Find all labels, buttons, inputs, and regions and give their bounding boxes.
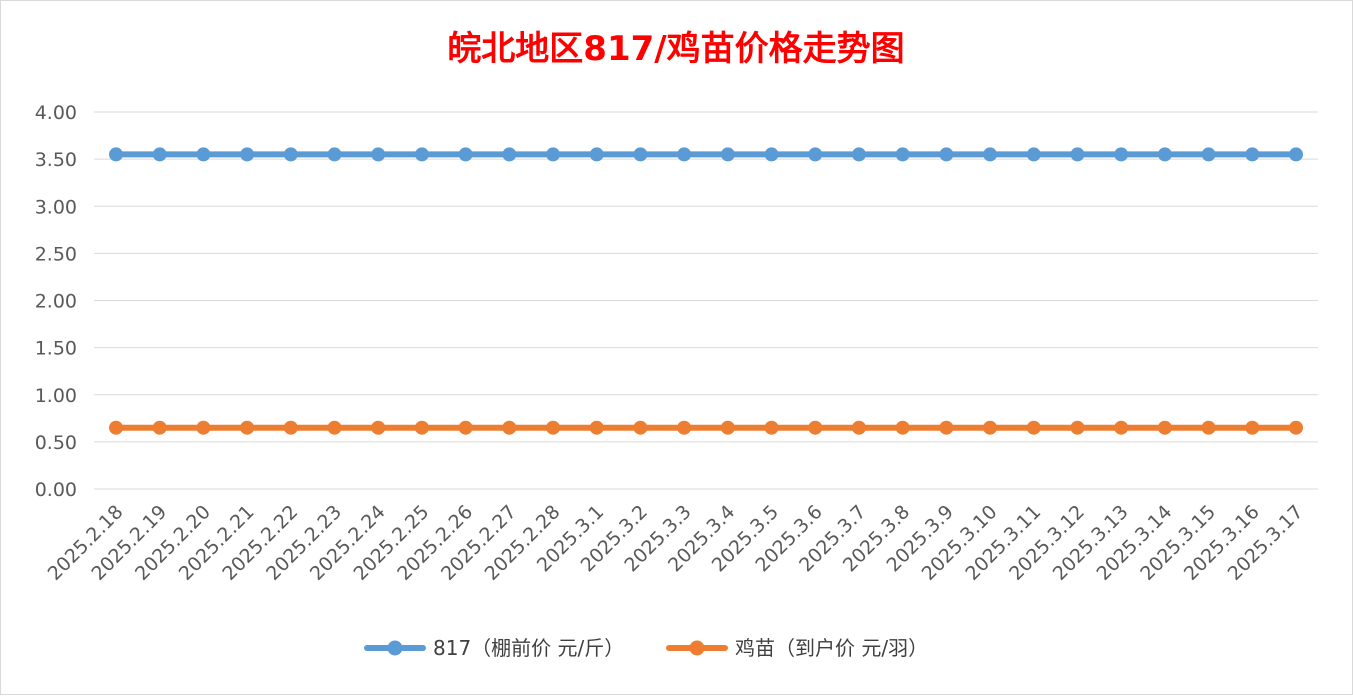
series-2: [109, 420, 1303, 435]
data-point: [546, 147, 561, 162]
data-point: [109, 420, 123, 435]
y-tick-label: 0.50: [35, 432, 77, 454]
legend-swatch-marker: [387, 640, 403, 656]
data-point: [371, 420, 386, 435]
data-point: [1201, 147, 1216, 162]
data-point: [502, 147, 517, 162]
data-point: [283, 147, 298, 162]
data-point: [808, 147, 823, 162]
data-point: [720, 420, 735, 435]
data-point: [589, 420, 604, 435]
data-point: [1070, 420, 1085, 435]
data-point: [1157, 420, 1172, 435]
data-point: [414, 147, 429, 162]
y-tick-label: 3.00: [35, 196, 77, 218]
data-point: [633, 420, 648, 435]
data-point: [983, 147, 998, 162]
data-point: [1026, 420, 1041, 435]
data-point: [109, 147, 123, 162]
data-point: [720, 147, 735, 162]
data-point: [196, 147, 211, 162]
y-tick-label: 3.50: [35, 149, 77, 171]
data-point: [633, 147, 648, 162]
data-point: [1114, 420, 1129, 435]
y-tick-label: 1.50: [35, 338, 77, 360]
data-point: [546, 420, 561, 435]
data-point: [808, 420, 823, 435]
data-point: [939, 420, 954, 435]
y-tick-label: 4.00: [35, 102, 77, 124]
chart-title: 皖北地区817/鸡苗价格走势图: [447, 29, 904, 69]
data-point: [677, 147, 692, 162]
data-point: [1026, 147, 1041, 162]
data-point: [327, 420, 342, 435]
series-layer: [109, 147, 1303, 435]
data-point: [895, 420, 910, 435]
legend: 817（棚前价 元/斤） 鸡苗（到户价 元/羽）: [364, 636, 928, 660]
data-point: [1070, 147, 1085, 162]
data-point: [1245, 420, 1260, 435]
data-point: [851, 147, 866, 162]
legend-swatch-marker: [689, 640, 705, 656]
legend-item: 鸡苗（到户价 元/羽）: [666, 636, 928, 660]
data-point: [1289, 147, 1303, 162]
data-point: [458, 420, 473, 435]
data-point: [764, 147, 779, 162]
data-point: [152, 147, 167, 162]
legend-label: 鸡苗（到户价 元/羽）: [735, 636, 928, 660]
y-tick-label: 2.00: [35, 291, 77, 313]
data-point: [939, 147, 954, 162]
data-point: [983, 420, 998, 435]
data-point: [458, 147, 473, 162]
data-point: [1114, 147, 1129, 162]
data-point: [677, 420, 692, 435]
data-point: [851, 420, 866, 435]
data-point: [240, 420, 255, 435]
y-tick-label: 1.00: [35, 385, 77, 407]
y-tick-label: 0.00: [35, 479, 77, 501]
data-point: [414, 420, 429, 435]
data-point: [240, 147, 255, 162]
gridlines: [94, 111, 1318, 490]
data-point: [764, 420, 779, 435]
data-point: [895, 147, 910, 162]
data-point: [1245, 147, 1260, 162]
legend-item: 817（棚前价 元/斤）: [364, 636, 624, 660]
data-point: [1201, 420, 1216, 435]
data-point: [1289, 420, 1303, 435]
series-1: [109, 147, 1303, 162]
data-point: [152, 420, 167, 435]
legend-label: 817（棚前价 元/斤）: [433, 636, 624, 660]
y-tick-label: 2.50: [35, 243, 77, 265]
data-point: [327, 147, 342, 162]
data-point: [1157, 147, 1172, 162]
data-point: [502, 420, 517, 435]
data-point: [196, 420, 211, 435]
data-point: [283, 420, 298, 435]
data-point: [371, 147, 386, 162]
data-point: [589, 147, 604, 162]
y-axis-tick-labels: 0.00 0.50 1.00 1.50 2.00 2.50 3.00 3.50 4.00: [35, 102, 77, 501]
